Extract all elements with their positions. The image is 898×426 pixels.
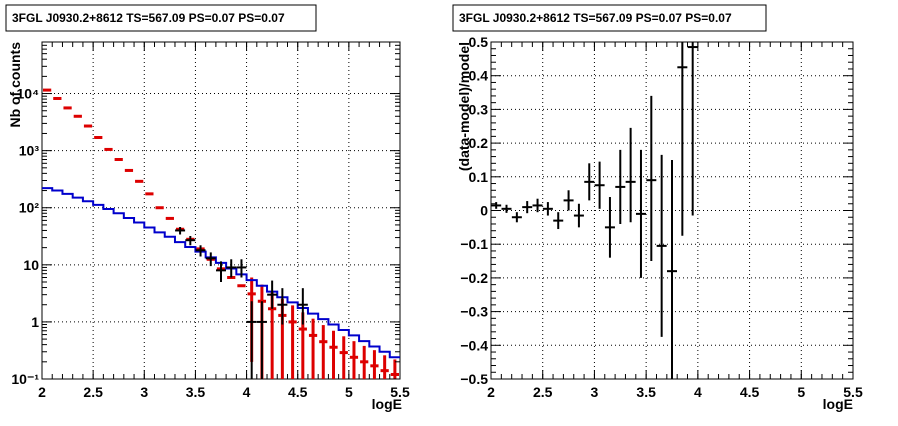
y-tick-label-counts: 10⁴ [17,86,40,102]
x-tick-label-residuals: 3 [591,384,599,400]
x-tick-label-counts: 3.5 [186,384,206,400]
x-axis-label-residuals: logE [823,396,853,412]
x-tick-label-residuals: 5.5 [843,384,863,400]
x-tick-label-counts: 5.5 [390,384,410,400]
chart-title-residuals: 3FGL J0930.2+8612 TS=567.09 PS=0.07 PS=0… [459,11,732,25]
x-tick-label-residuals: 3.5 [636,384,656,400]
x-tick-label-residuals: 2.5 [533,384,553,400]
panel-residuals: 2 2.5 3 3.5 4 4.5 5 5.5 −0.5 −0.4 −0.3 −0.2 −0.1 0 0.1… [452,4,863,412]
y-tick-label-residuals: 0 [480,203,488,219]
x-tick-label-residuals: 5 [797,384,805,400]
y-tick-label-residuals: −0.5 [460,371,488,387]
y-tick-label-counts: 10⁻¹ [11,371,39,387]
y-tick-label-residuals: −0.2 [460,270,488,286]
y-axis-label-residuals: (data-model)/model [456,42,472,171]
y-tick-label-residuals: −0.4 [460,337,488,353]
y-tick-label-residuals: 0.2 [469,135,489,151]
x-tick-label-counts: 2.5 [83,384,103,400]
y-tick-label-residuals: 0.1 [469,169,489,185]
title-box-residuals [452,4,767,32]
y-tick-label-residuals: 0.3 [469,101,489,117]
chart-title-counts: 3FGL J0930.2+8612 TS=567.09 PS=0.07 PS=0… [12,11,285,25]
y-tick-label-residuals: −0.3 [460,304,488,320]
y-tick-label-counts: 10³ [19,143,40,159]
x-tick-label-counts: 4 [243,384,251,400]
x-tick-label-counts: 4.5 [288,384,308,400]
y-tick-label-residuals: 0.5 [469,34,489,50]
panel-counts: 2 2.5 3 3.5 4 4.5 5 5.5 10⁻¹ 1 10 10² 10³ 10⁴ 3FGL J0… [5,4,410,412]
x-tick-label-residuals: 2 [487,384,495,400]
x-tick-label-counts: 2 [38,384,46,400]
marks-counts [42,88,400,379]
x-tick-label-counts: 5 [345,384,353,400]
x-axis-label-counts: logE [372,396,402,412]
plot-frame-counts [41,41,401,380]
y-axis-label-counts: Nb of counts [7,42,23,128]
title-box-counts [5,4,317,32]
y-tick-label-counts: 1 [31,314,39,330]
grid-counts [42,42,400,379]
axes-counts: 2 2.5 3 3.5 4 4.5 5 5.5 10⁻¹ 1 10 10² 10³ 10⁴ [11,42,410,400]
x-tick-label-residuals: 4.5 [740,384,760,400]
marks-residuals [491,42,698,379]
y-tick-label-residuals: 0.4 [469,68,489,84]
y-tick-label-counts: 10 [23,257,39,273]
x-tick-label-counts: 3 [140,384,148,400]
y-tick-label-counts: 10² [19,200,40,216]
y-tick-label-residuals: −0.1 [460,236,488,252]
x-tick-label-residuals: 4 [694,384,702,400]
axes-residuals: 2 2.5 3 3.5 4 4.5 5 5.5 −0.5 −0.4 −0.3 −0.2 −0.1 0 0.1… [460,34,863,400]
